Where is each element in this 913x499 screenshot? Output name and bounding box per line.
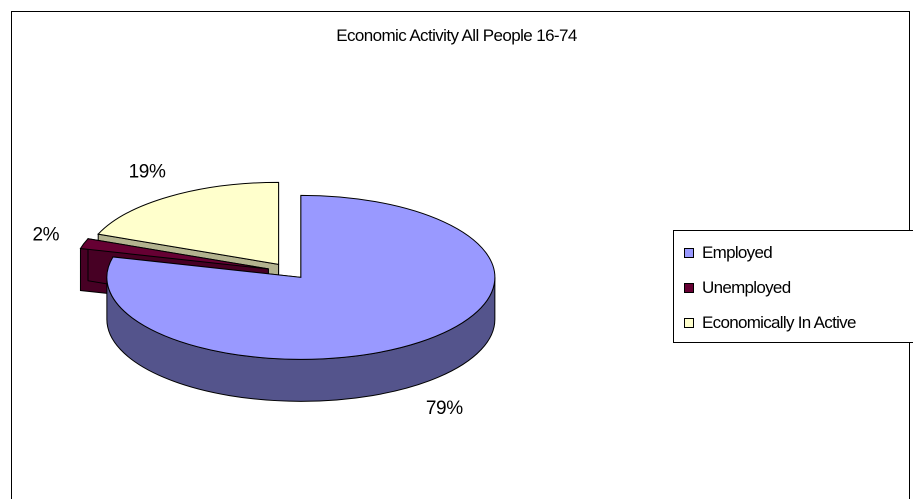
data-label-employed: 79% xyxy=(426,398,463,419)
legend-swatch-unemployed xyxy=(684,283,694,293)
pie-labels: 79% 2% 19% xyxy=(32,162,463,419)
data-label-unemployed: 2% xyxy=(32,224,59,245)
legend-swatch-employed xyxy=(684,248,694,258)
pie-slices xyxy=(79,181,496,402)
legend-item-unemployed: Unemployed xyxy=(674,278,913,304)
legend-swatch-economically-inactive xyxy=(684,318,694,328)
legend-label-economically-inactive: Economically In Active xyxy=(702,313,856,332)
legend-label-unemployed: Unemployed xyxy=(702,278,791,297)
legend-item-economically-inactive: Economically In Active xyxy=(674,313,913,339)
chart-title: Economic Activity All People 16-74 xyxy=(336,26,577,45)
legend-item-employed: Employed xyxy=(674,243,913,269)
pie-slice-top-unemployed xyxy=(79,238,269,270)
pie-slice-top-economically-in-active xyxy=(97,181,280,265)
chart-legend: Employed Unemployed Economically In Acti… xyxy=(673,230,913,343)
data-label-economically-in-active: 19% xyxy=(129,162,166,183)
pie-slice-employed xyxy=(106,194,496,402)
legend-label-employed: Employed xyxy=(702,243,773,262)
pie-slice-top-employed xyxy=(106,194,496,360)
